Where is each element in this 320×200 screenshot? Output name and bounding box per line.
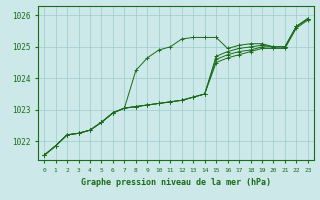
X-axis label: Graphe pression niveau de la mer (hPa): Graphe pression niveau de la mer (hPa) [81,178,271,187]
